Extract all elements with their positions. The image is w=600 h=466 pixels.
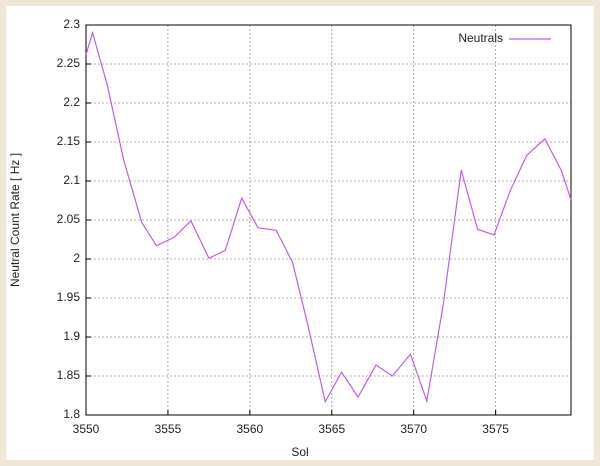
x-tick-label: 3560 bbox=[236, 422, 263, 436]
x-tick-label: 3575 bbox=[482, 422, 509, 436]
y-tick-label: 2.25 bbox=[57, 56, 81, 70]
y-tick-label: 1.85 bbox=[57, 368, 81, 382]
y-tick-label: 1.9 bbox=[63, 329, 80, 343]
y-tick-label: 2.2 bbox=[63, 95, 80, 109]
data-line bbox=[85, 30, 572, 404]
y-tick-label: 2.1 bbox=[63, 173, 80, 187]
x-axis-label: Sol bbox=[291, 445, 308, 459]
y-tick-label: 2.3 bbox=[63, 17, 80, 31]
plot-frame bbox=[85, 24, 572, 416]
x-tick-label: 3570 bbox=[400, 422, 427, 436]
y-tick-label: 1.8 bbox=[63, 407, 80, 421]
y-tick-label: 2 bbox=[73, 251, 80, 265]
y-tick-label: 2.05 bbox=[57, 212, 81, 226]
x-tick-label: 3550 bbox=[73, 422, 100, 436]
x-tick-label: 3565 bbox=[318, 422, 345, 436]
y-axis-label: Neutral Count Rate [ Hz ] bbox=[8, 153, 22, 287]
y-tick-label: 1.95 bbox=[57, 290, 81, 304]
x-tick-label: 3555 bbox=[155, 422, 182, 436]
legend-label: Neutrals bbox=[458, 31, 503, 45]
y-tick-label: 2.15 bbox=[57, 134, 81, 148]
